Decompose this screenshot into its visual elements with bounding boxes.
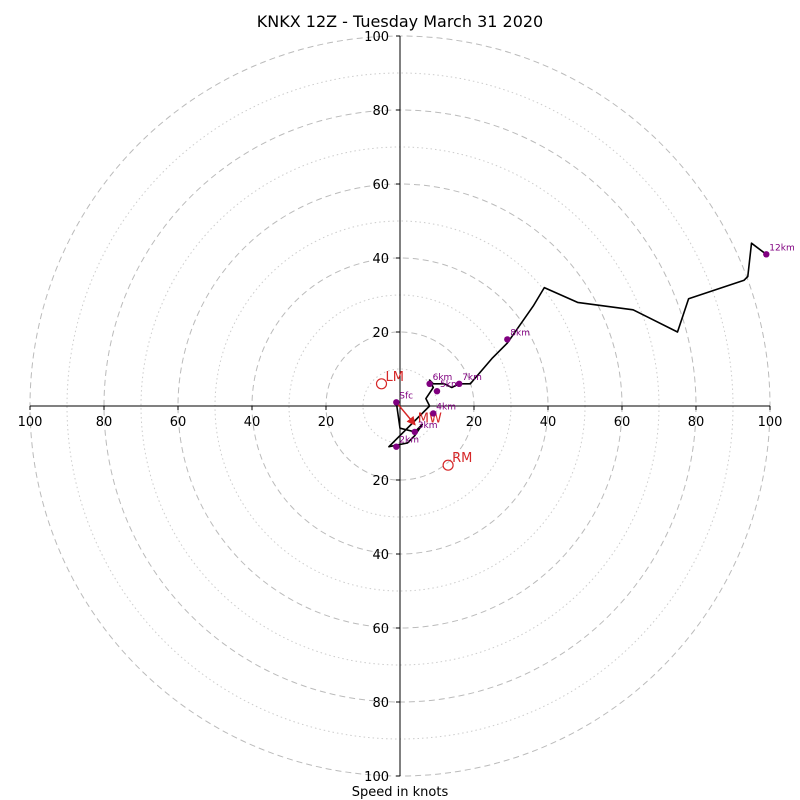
height-marker xyxy=(430,410,437,417)
x-tick-label: 20 xyxy=(318,415,335,430)
height-marker xyxy=(393,399,400,406)
x-tick-label: 40 xyxy=(540,415,557,430)
height-marker xyxy=(433,388,441,395)
height-label: 3km xyxy=(418,421,438,431)
chart-title: KNKX 12Z - Tuesday March 31 2020 xyxy=(257,12,543,31)
y-tick-labels: 100 80 60 40 20 20 40 60 80 100 xyxy=(364,30,400,785)
storm-motion-label: LM xyxy=(386,370,404,385)
height-marker xyxy=(393,443,400,450)
y-tick-label: 40 xyxy=(372,252,389,267)
storm-motion-label: MW xyxy=(418,412,442,427)
height-label: 7km xyxy=(462,373,482,383)
x-tick-label: 60 xyxy=(170,415,187,430)
x-tick-label: 100 xyxy=(18,415,43,430)
storm-motion-marker xyxy=(442,459,454,471)
height-label: 4km xyxy=(436,402,456,412)
x-tick-label: 60 xyxy=(614,415,631,430)
y-tick-label: 60 xyxy=(372,178,389,193)
y-tick-label: 20 xyxy=(372,326,389,341)
x-tick-label: 20 xyxy=(466,415,483,430)
y-tick-label: 100 xyxy=(364,30,389,45)
height-label: Sfc xyxy=(399,391,413,401)
x-axis-label: Speed in knots xyxy=(352,785,449,800)
profile-line xyxy=(388,242,767,448)
height-label: 6km xyxy=(433,373,453,383)
mean-wind-arrow xyxy=(395,401,416,426)
x-tick-label: 40 xyxy=(244,415,261,430)
height-label: 8km xyxy=(510,328,530,338)
x-tick-label: 80 xyxy=(688,415,705,430)
height-marker xyxy=(456,380,463,387)
height-marker xyxy=(426,380,433,387)
storm-motion-marker xyxy=(375,378,388,390)
y-tick-label: 80 xyxy=(372,696,389,711)
height-label: 5km xyxy=(440,380,460,390)
storm-motion-label: RM xyxy=(452,451,472,466)
height-marker xyxy=(763,251,770,258)
y-tick-label: 60 xyxy=(372,622,389,637)
height-label: 12km xyxy=(769,243,794,253)
x-tick-labels: 100 80 60 40 20 20 40 60 80 100 xyxy=(18,406,783,430)
x-tick-label: 100 xyxy=(758,415,783,430)
y-tick-label: 100 xyxy=(364,770,389,785)
height-marker xyxy=(504,336,511,343)
x-tick-label: 80 xyxy=(96,415,113,430)
height-label: 2km xyxy=(399,436,419,446)
wind-profile xyxy=(388,242,767,448)
y-tick-label: 20 xyxy=(372,474,389,489)
y-tick-label: 40 xyxy=(372,548,389,563)
storm-motion: LM RM MW xyxy=(375,370,472,471)
y-tick-label: 80 xyxy=(372,104,389,119)
height-marker xyxy=(411,428,418,436)
